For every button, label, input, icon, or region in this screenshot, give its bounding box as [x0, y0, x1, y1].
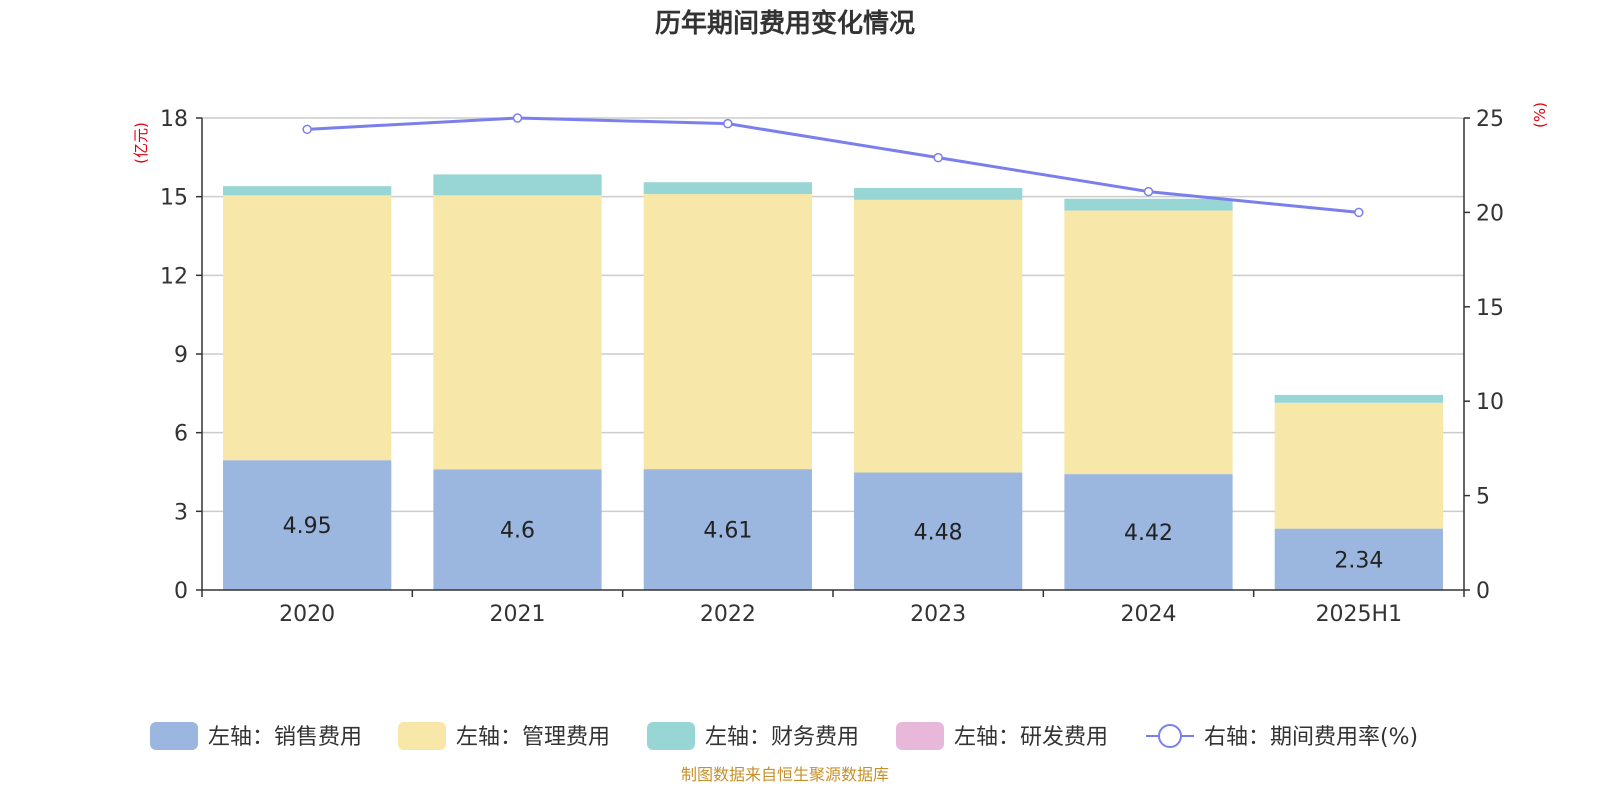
bar-segment [223, 460, 392, 590]
legend-item[interactable]: 左轴：研发费用 [896, 722, 1108, 750]
legend-item[interactable]: 左轴：财务费用 [647, 722, 859, 750]
chart-title: 历年期间费用变化情况 [655, 8, 915, 39]
bar-value-label: 4.48 [914, 520, 963, 545]
x-axis-tick-label: 2024 [1121, 602, 1177, 627]
rate-line-point [933, 152, 943, 163]
bar-segment [433, 195, 602, 470]
bar-segment [854, 199, 1023, 473]
legend-label: 左轴：财务费用 [705, 725, 859, 750]
rate-line-point [1354, 207, 1364, 218]
right-axis-tick-label: 0 [1476, 579, 1490, 604]
axes: 0 3 6 9 12 15 18 0 5 10 15 20 25 2020 2021 2022 2023 2024… [160, 107, 1504, 627]
rate-line-point [723, 118, 733, 129]
legend-swatch [896, 722, 944, 750]
bar-segment [223, 186, 392, 196]
bar-segment [1274, 394, 1443, 403]
right-axis-unit: (%) [1531, 102, 1549, 128]
right-axis-tick-label: 5 [1476, 485, 1490, 510]
bar-value-label: 4.61 [703, 519, 752, 544]
rate-line-point [1143, 186, 1154, 197]
left-axis-tick-label: 3 [174, 500, 188, 525]
gridlines [202, 117, 1464, 513]
left-axis-unit: (亿元) [132, 122, 150, 164]
left-axis-tick-label: 6 [174, 422, 188, 447]
bar-segment [1064, 474, 1233, 590]
bar-segment [854, 472, 1023, 590]
x-axis-tick-label: 2021 [490, 602, 546, 627]
legend-label: 右轴：期间费用率(%) [1204, 725, 1418, 750]
bars [223, 174, 1443, 590]
rate-line-point [512, 113, 523, 123]
right-axis-tick-label: 15 [1476, 296, 1504, 321]
bar-segment [643, 194, 812, 470]
bar-value-label: 4.95 [283, 514, 332, 539]
source-note: 制图数据来自恒生聚源数据库 [681, 765, 889, 784]
legend-swatch [150, 722, 198, 750]
bar-segment [1274, 402, 1443, 529]
rate-line-path [307, 116, 1359, 214]
legend-item[interactable]: 左轴：管理费用 [398, 722, 610, 750]
left-axis-tick-label: 18 [160, 107, 188, 132]
bar-segment [854, 188, 1023, 200]
legend-circle-swatch [1158, 724, 1182, 748]
data-labels: 4.95 4.6 4.61 4.48 4.42 2.34 [283, 514, 1384, 573]
legend-label: 左轴：研发费用 [954, 725, 1108, 750]
rate-line [302, 113, 1364, 218]
bar-segment [1274, 528, 1443, 590]
left-axis-tick-label: 12 [160, 264, 188, 289]
legend-label: 左轴：管理费用 [456, 725, 610, 750]
bar-segment [433, 469, 602, 590]
bar-segment [1064, 210, 1233, 475]
bar-value-label: 4.6 [500, 519, 535, 544]
right-axis-tick-label: 10 [1476, 390, 1504, 415]
bar-value-label: 4.42 [1124, 521, 1173, 546]
x-axis-tick-label: 2020 [279, 602, 335, 627]
bar-segment [223, 195, 392, 461]
left-axis-tick-label: 15 [160, 186, 188, 211]
legend-swatch [647, 722, 695, 750]
bar-segment [643, 469, 812, 590]
bar-value-label: 2.34 [1334, 548, 1383, 573]
rate-line-point [302, 124, 312, 135]
legend-item[interactable]: 左轴：销售费用 [150, 722, 362, 750]
left-axis-tick-label: 9 [174, 343, 188, 368]
bar-segment [1064, 198, 1233, 211]
x-axis-tick-label: 2025H1 [1316, 602, 1403, 627]
bar-segment [643, 182, 812, 195]
x-axis-tick-label: 2023 [910, 602, 966, 627]
legend-item[interactable]: 右轴：期间费用率(%) [1146, 724, 1418, 750]
bar-segment [433, 174, 602, 196]
left-axis-tick-label: 0 [174, 579, 188, 604]
legend-label: 左轴：销售费用 [208, 725, 362, 750]
legend-swatch [398, 722, 446, 750]
right-axis-tick-label: 25 [1476, 107, 1504, 132]
legend[interactable]: 左轴：销售费用 左轴：管理费用 左轴：财务费用 左轴：研发费用 右轴：期间费用率(%) [150, 722, 1418, 750]
x-axis-tick-label: 2022 [700, 602, 756, 627]
right-axis-tick-label: 20 [1476, 201, 1504, 226]
